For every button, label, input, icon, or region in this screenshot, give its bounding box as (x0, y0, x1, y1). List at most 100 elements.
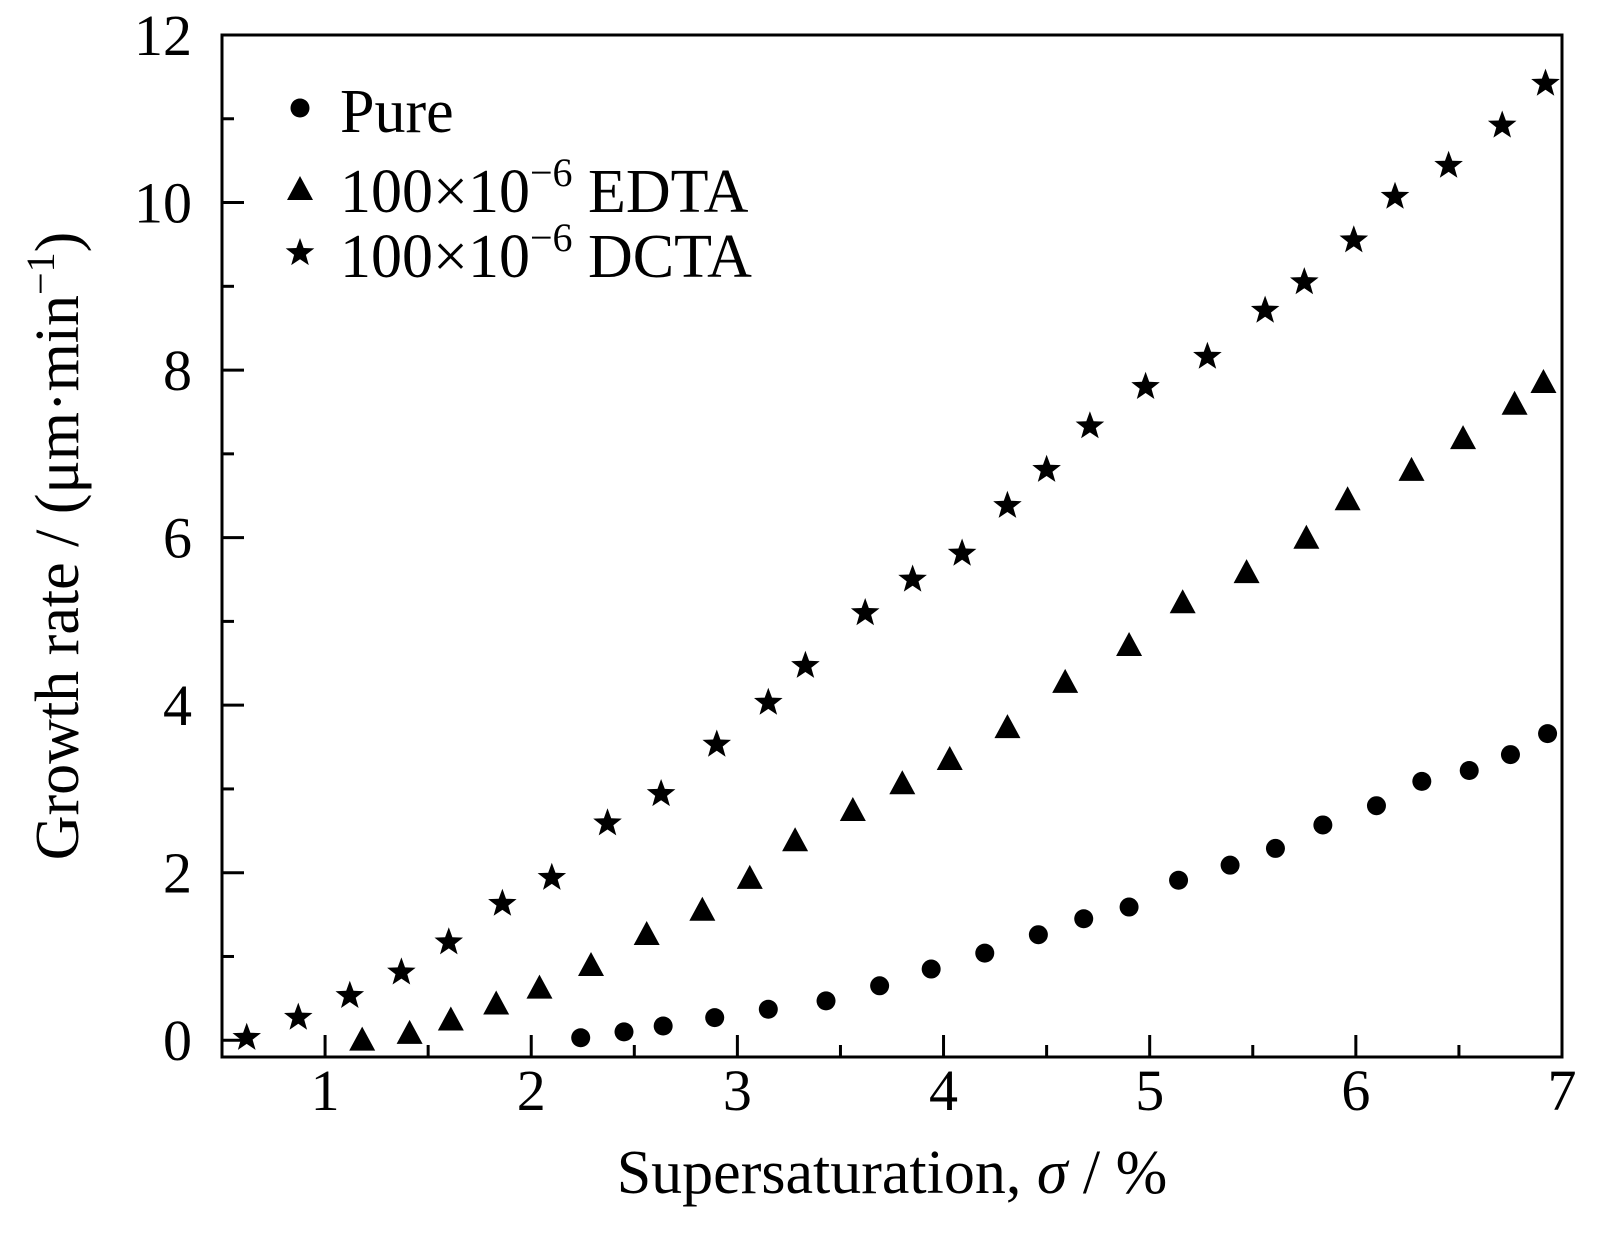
star-point (791, 650, 820, 678)
star-point (284, 1002, 313, 1030)
legend-marker-circle (290, 98, 310, 118)
legend-marker-triangle (287, 176, 313, 200)
triangle-point (736, 864, 763, 889)
triangle-point (1501, 390, 1528, 415)
circle-point (1313, 815, 1333, 835)
circle-point (1028, 925, 1048, 945)
circle-point (1459, 761, 1479, 781)
star-point (646, 779, 676, 807)
x-axis-title: Supersaturation, σ / % (617, 1139, 1168, 1207)
star-point (1434, 150, 1463, 178)
triangle-point (994, 714, 1021, 739)
y-tick-label: 6 (163, 506, 192, 571)
y-tick-label: 8 (163, 338, 192, 403)
x-tick-label: 3 (723, 1058, 752, 1123)
triangle-point (578, 952, 605, 977)
star-point (947, 538, 977, 566)
x-tick-label: 6 (1341, 1058, 1370, 1123)
circle-point (758, 999, 778, 1019)
circle-point (1169, 870, 1189, 890)
star-point (702, 729, 731, 757)
circle-point (1366, 796, 1386, 816)
y-tick-label: 4 (163, 673, 192, 738)
x-tick-label: 5 (1135, 1058, 1164, 1123)
x-tick-label: 1 (311, 1058, 340, 1123)
star-point (1487, 110, 1517, 138)
circle-point (705, 1008, 725, 1028)
triangle-point (1293, 524, 1320, 549)
triangle-point (1233, 559, 1260, 584)
circle-point (1074, 909, 1094, 929)
legend-label-star: 100×10−6 DCTA (340, 215, 752, 291)
star-point (1250, 295, 1280, 323)
series-circle (571, 724, 1558, 1048)
star-point (898, 564, 927, 592)
circle-point (870, 976, 890, 996)
triangle-point (936, 745, 963, 770)
star-point (1380, 181, 1410, 209)
x-tick-label: 2 (517, 1058, 546, 1123)
star-point (1339, 225, 1369, 253)
y-axis-title: Growth rate / (μm·min−1) (18, 232, 92, 860)
star-point (537, 862, 567, 890)
triangle-point (1530, 368, 1557, 393)
x-tick-label: 7 (1548, 1058, 1577, 1123)
star-point (850, 598, 880, 626)
triangle-point (782, 827, 809, 852)
triangle-point (526, 974, 553, 999)
legend-label-circle: Pure (340, 78, 454, 146)
star-point (1531, 68, 1560, 96)
circle-point (921, 959, 941, 979)
y-tick-label: 2 (163, 841, 192, 906)
star-point (593, 808, 622, 836)
x-axis-title-text: Supersaturation, (617, 1139, 1037, 1207)
star-point (1032, 454, 1061, 482)
triangle-point (1334, 486, 1361, 511)
triangle-point (839, 797, 866, 822)
circle-point (614, 1022, 634, 1042)
star-point (1193, 341, 1222, 369)
circle-point (816, 991, 836, 1011)
circle-point (1412, 771, 1432, 791)
circle-point (1220, 855, 1240, 875)
data-marks (232, 68, 1560, 1051)
plot-frame (220, 33, 1564, 1059)
circle-point (1265, 838, 1285, 858)
triangle-point (1116, 632, 1143, 657)
triangle-point (889, 770, 916, 795)
star-point (1290, 267, 1319, 295)
circle-point (1500, 745, 1520, 765)
star-point (434, 927, 463, 955)
circle-point (975, 943, 995, 963)
y-tick-label: 12 (134, 3, 192, 68)
triangle-point (483, 990, 510, 1015)
circle-point (571, 1028, 591, 1048)
triangle-point (437, 1006, 464, 1031)
y-axis-title-text: Growth rate / (μm·min (24, 295, 92, 860)
star-point (1131, 371, 1160, 399)
circle-point (1538, 724, 1558, 744)
star-point (387, 957, 416, 985)
x-axis-title-unit: / % (1067, 1139, 1167, 1207)
star-point (335, 980, 365, 1008)
triangle-point (349, 1026, 376, 1051)
circle-point (653, 1016, 673, 1036)
x-axis-title-symbol: σ (1037, 1139, 1070, 1207)
y-tick-label: 10 (134, 171, 192, 236)
triangle-point (1450, 425, 1477, 450)
legend-label-triangle: 100×10−6 EDTA (340, 150, 749, 226)
star-point (232, 1022, 261, 1050)
triangle-point (1169, 589, 1196, 614)
triangle-point (1052, 668, 1079, 693)
triangle-point (689, 896, 716, 921)
star-point (488, 888, 517, 916)
triangle-point (1398, 456, 1425, 481)
legend-marker-star (285, 238, 315, 266)
star-point (754, 687, 783, 715)
circle-point (1119, 897, 1139, 917)
triangle-point (633, 921, 660, 946)
x-tick-label: 4 (929, 1058, 958, 1123)
